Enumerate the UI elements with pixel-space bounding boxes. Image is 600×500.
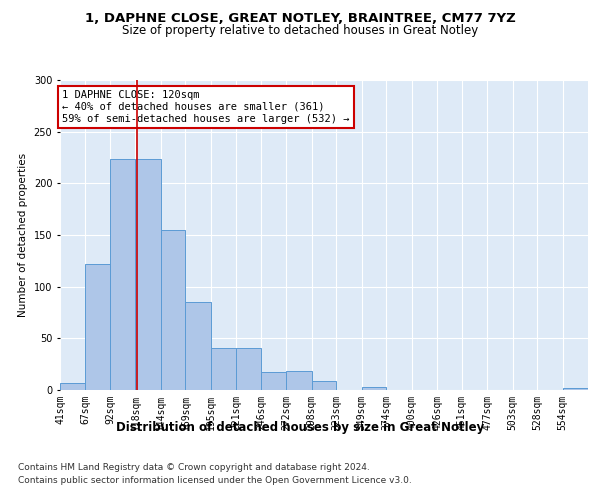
Bar (136, 158, 161, 390)
Bar (312, 380, 336, 390)
Text: 1, DAPHNE CLOSE, GREAT NOTLEY, BRAINTREE, CM77 7YZ: 1, DAPHNE CLOSE, GREAT NOTLEY, BRAINTREE… (85, 12, 515, 26)
Bar (60, 383, 85, 390)
Bar (563, 388, 588, 390)
Text: Contains public sector information licensed under the Open Government Licence v3: Contains public sector information licen… (18, 476, 412, 485)
Bar (362, 387, 386, 390)
Bar (286, 372, 312, 390)
Bar (185, 302, 211, 390)
Bar (161, 230, 185, 390)
Bar (211, 348, 236, 390)
Text: Contains HM Land Registry data © Crown copyright and database right 2024.: Contains HM Land Registry data © Crown c… (18, 462, 370, 471)
Text: Size of property relative to detached houses in Great Notley: Size of property relative to detached ho… (122, 24, 478, 37)
Y-axis label: Number of detached properties: Number of detached properties (18, 153, 28, 317)
Text: 1 DAPHNE CLOSE: 120sqm
← 40% of detached houses are smaller (361)
59% of semi-de: 1 DAPHNE CLOSE: 120sqm ← 40% of detached… (62, 90, 349, 124)
Bar (110, 158, 136, 390)
Text: Distribution of detached houses by size in Great Notley: Distribution of detached houses by size … (116, 421, 484, 434)
Bar (85, 264, 110, 390)
Bar (236, 348, 261, 390)
Bar (261, 372, 286, 390)
